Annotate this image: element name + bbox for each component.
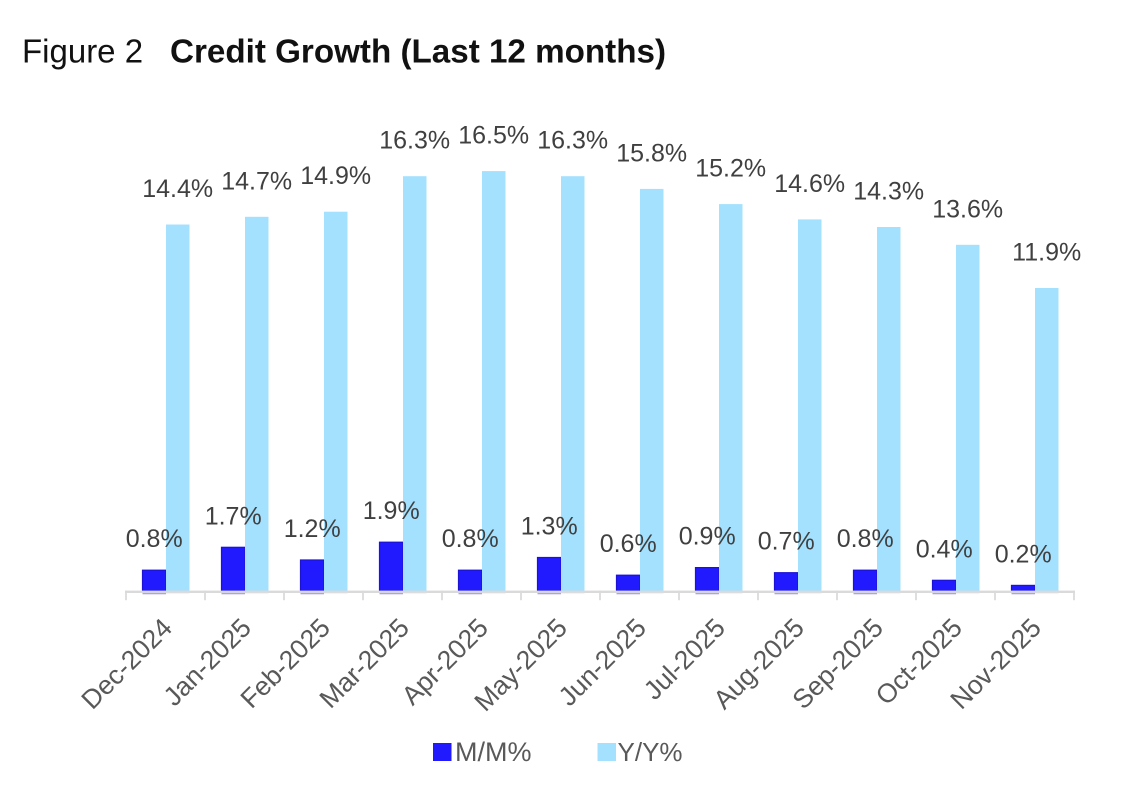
svg-text:0.8%: 0.8% bbox=[126, 525, 183, 553]
svg-text:16.3%: 16.3% bbox=[537, 127, 608, 155]
svg-text:0.8%: 0.8% bbox=[837, 525, 894, 553]
svg-text:16.5%: 16.5% bbox=[458, 122, 529, 150]
svg-text:16.3%: 16.3% bbox=[379, 127, 450, 155]
svg-text:Y/Y%: Y/Y% bbox=[618, 737, 683, 767]
svg-text:15.8%: 15.8% bbox=[616, 139, 687, 167]
svg-text:1.9%: 1.9% bbox=[363, 497, 420, 525]
svg-text:0.8%: 0.8% bbox=[442, 525, 499, 553]
svg-text:14.4%: 14.4% bbox=[142, 175, 213, 203]
svg-text:1.3%: 1.3% bbox=[521, 513, 578, 541]
svg-text:0.9%: 0.9% bbox=[679, 523, 736, 551]
svg-text:11.9%: 11.9% bbox=[1012, 239, 1081, 267]
svg-text:M/M%: M/M% bbox=[455, 737, 532, 767]
svg-text:0.2%: 0.2% bbox=[995, 540, 1052, 568]
svg-text:1.2%: 1.2% bbox=[284, 515, 341, 543]
svg-text:15.2%: 15.2% bbox=[695, 155, 766, 183]
svg-text:0.6%: 0.6% bbox=[600, 530, 657, 558]
svg-text:Credit Growth (Last 12 months): Credit Growth (Last 12 months) bbox=[170, 34, 666, 71]
svg-text:14.6%: 14.6% bbox=[774, 170, 845, 198]
svg-text:14.3%: 14.3% bbox=[853, 178, 924, 206]
svg-text:0.7%: 0.7% bbox=[758, 528, 815, 556]
svg-text:1.7%: 1.7% bbox=[205, 502, 262, 530]
svg-text:Figure 2: Figure 2 bbox=[22, 33, 143, 70]
svg-text:14.7%: 14.7% bbox=[221, 167, 292, 195]
svg-text:14.9%: 14.9% bbox=[300, 162, 371, 190]
svg-text:13.6%: 13.6% bbox=[932, 195, 1003, 223]
svg-text:0.4%: 0.4% bbox=[916, 535, 973, 563]
